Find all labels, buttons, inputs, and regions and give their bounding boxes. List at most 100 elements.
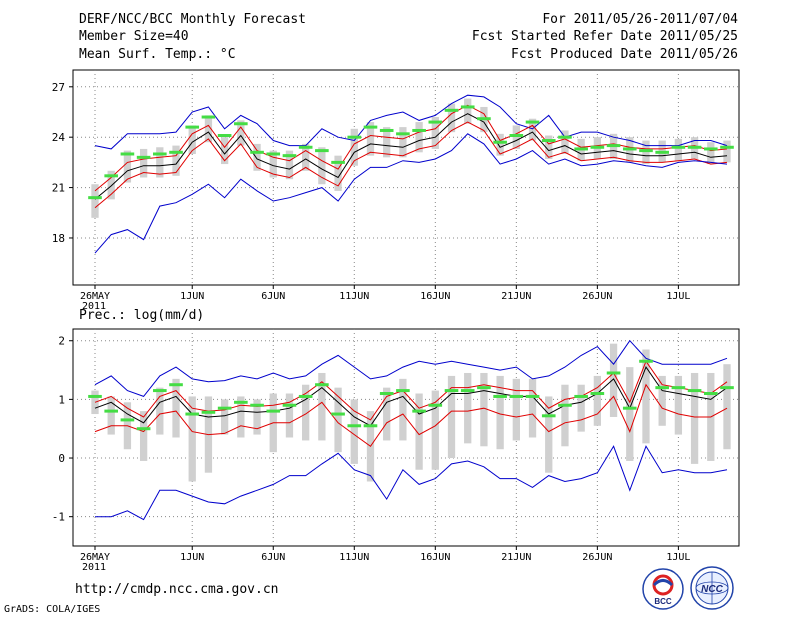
y-tick-label: 0 — [58, 452, 65, 465]
median-marker — [412, 128, 426, 132]
variable-label-prec: Prec.: log(mm/d) — [79, 308, 205, 323]
median-marker — [396, 389, 410, 393]
member-box — [172, 145, 180, 176]
median-marker — [88, 196, 102, 200]
member-box — [561, 384, 569, 447]
median-marker — [493, 140, 507, 144]
member-box — [464, 372, 472, 444]
member-box — [383, 387, 391, 441]
member-box — [545, 135, 553, 160]
member-box — [674, 138, 683, 161]
series-line — [95, 445, 728, 521]
member-box — [107, 396, 115, 435]
median-marker — [655, 386, 669, 390]
member-box — [156, 147, 164, 178]
median-marker — [298, 145, 313, 149]
median-marker — [703, 147, 718, 151]
member-box — [545, 396, 553, 473]
series-line — [94, 366, 728, 427]
series-line — [94, 339, 728, 397]
median-marker — [153, 152, 167, 156]
median-marker — [509, 394, 524, 398]
x-tick-label: 26JUN — [582, 552, 612, 563]
source-url[interactable]: http://cmdp.ncc.cma.gov.cn — [75, 582, 279, 597]
median-marker — [331, 412, 345, 416]
member-box — [285, 150, 294, 180]
x-tick-label: 11JUN — [339, 291, 369, 302]
member-box — [674, 375, 683, 435]
member-box — [383, 127, 391, 158]
median-marker — [396, 132, 410, 136]
member-box — [107, 170, 115, 200]
plot-frame — [72, 69, 740, 286]
member-box — [172, 378, 180, 438]
x-tick-label: 1JUL — [666, 552, 690, 563]
median-marker — [606, 371, 621, 375]
median-marker — [460, 389, 475, 393]
member-box — [139, 148, 148, 178]
bcc-logo-text: BCC — [654, 597, 672, 606]
x-tick-label: 26MAY — [80, 291, 110, 302]
member-box — [512, 125, 520, 149]
median-marker — [234, 400, 248, 404]
median-marker — [120, 418, 135, 422]
member-box — [253, 399, 261, 435]
median-marker — [201, 410, 216, 414]
median-marker — [347, 424, 362, 428]
member-box — [626, 367, 634, 461]
member-box — [188, 125, 196, 154]
median-marker — [234, 122, 248, 126]
x-year-label: 2011 — [82, 562, 106, 573]
member-box — [723, 364, 731, 450]
median-marker — [477, 117, 491, 121]
x-tick-label: 1JUN — [180, 552, 204, 563]
x-tick-label: 16JUN — [420, 291, 450, 302]
median-marker — [477, 386, 491, 390]
member-box — [642, 349, 650, 444]
x-tick-label: 21JUN — [501, 291, 531, 302]
median-marker — [525, 120, 540, 124]
median-marker — [88, 394, 102, 398]
grads-credit: GrADS: COLA/IGES — [4, 604, 101, 615]
median-marker — [687, 389, 702, 393]
x-tick-label: 1JUN — [180, 291, 204, 302]
median-marker — [525, 394, 540, 398]
member-box — [447, 375, 456, 459]
median-marker — [120, 152, 135, 156]
member-box — [577, 384, 585, 432]
member-box — [399, 378, 407, 441]
x-tick-label: 21JUN — [501, 552, 531, 563]
member-box — [512, 378, 520, 441]
median-marker — [363, 125, 378, 129]
median-marker — [250, 403, 264, 407]
member-box — [334, 155, 342, 191]
median-marker — [169, 383, 183, 387]
member-box — [156, 387, 164, 435]
median-marker — [444, 389, 459, 393]
series-line — [94, 121, 728, 209]
median-marker — [558, 403, 572, 407]
median-marker — [590, 392, 605, 396]
median-marker — [185, 412, 200, 416]
member-box — [366, 122, 375, 156]
median-marker — [428, 120, 443, 124]
median-marker — [428, 403, 443, 407]
y-tick-label: -1 — [52, 511, 65, 524]
member-box — [593, 375, 602, 426]
median-marker — [282, 403, 297, 407]
x-tick-label: 16JUN — [420, 552, 450, 563]
plot-frame — [72, 328, 740, 547]
series-line — [94, 383, 728, 448]
member-box — [237, 120, 245, 146]
median-marker — [720, 386, 734, 390]
median-marker — [574, 147, 588, 151]
member-box — [431, 117, 439, 149]
series-line — [94, 360, 728, 421]
median-marker — [266, 409, 281, 413]
median-marker — [639, 149, 653, 153]
x-tick-label: 1JUL — [666, 291, 690, 302]
x-tick-label: 26JUN — [582, 291, 612, 302]
median-marker — [217, 406, 232, 410]
x-tick-label: 6JUN — [261, 552, 285, 563]
